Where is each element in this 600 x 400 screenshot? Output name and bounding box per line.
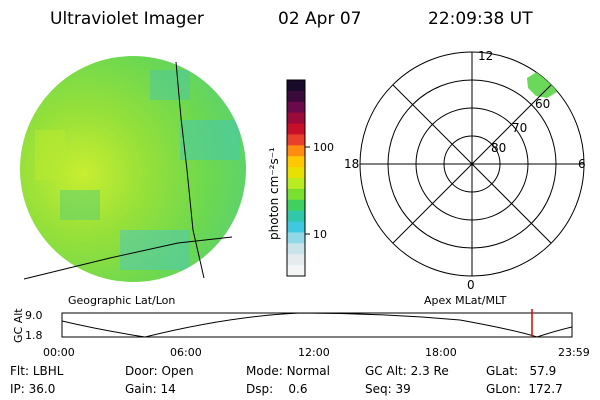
parallel-line (23, 236, 233, 280)
gc-alt-axis-label: GC Alt (12, 308, 25, 343)
lat-label-80: 80 (491, 141, 506, 155)
aurora-patch (527, 70, 557, 98)
altitude-curve (62, 313, 572, 337)
mlt-label-0: 0 (467, 278, 475, 292)
mlt-label-18: 18 (344, 157, 359, 171)
observation-time: 22:09:38 UT (428, 9, 533, 29)
alt-ytick-high: 9.0 (25, 309, 43, 322)
colorbar-segment (287, 112, 305, 125)
altitude-plot: GC Alt 9.0 1.8 00:00 06:00 12:00 18:00 2… (12, 308, 590, 359)
colorbar-tick-100: 100 (313, 141, 334, 154)
colorbar-segment (287, 243, 305, 255)
colorbar-segment (287, 134, 305, 146)
alt-xtick-0600: 06:00 (170, 346, 202, 359)
alt-xtick-0000: 00:00 (43, 346, 75, 359)
info-door: Door: Open (125, 364, 194, 378)
colorbar-segment (287, 156, 305, 168)
mlt-label-6: 6 (578, 157, 586, 171)
earth-disk-image (20, 56, 246, 282)
polar-plot: 12 0 18 6 60 70 80 (344, 49, 586, 292)
alt-xtick-1200: 12:00 (298, 346, 330, 359)
lat-label-70: 70 (512, 121, 527, 135)
colorbar-segment (287, 178, 305, 190)
colorbar-segment (287, 265, 305, 277)
colorbar-segment (287, 145, 305, 157)
alt-ytick-low: 1.8 (25, 329, 43, 342)
colorbar-segment (287, 167, 305, 179)
colorbar-segment (287, 123, 305, 135)
alt-xtick-1800: 18:00 (425, 346, 457, 359)
geographic-label: Geographic Lat/Lon (68, 294, 175, 307)
colorbar-segment (287, 101, 305, 114)
colorbar-tick-10: 10 (313, 228, 327, 241)
colorbar-segment (287, 232, 305, 244)
info-dsp: Dsp: 0.6 (246, 382, 308, 396)
info-glat: GLat: 57.9 (486, 364, 557, 378)
observation-date: 02 Apr 07 (278, 9, 362, 29)
colorbar-segment (287, 221, 305, 233)
mlt-label-12: 12 (478, 49, 493, 63)
info-filter: Flt: LBHL (10, 364, 64, 378)
info-gain: Gain: 14 (125, 382, 176, 396)
alt-xtick-2359: 23:59 (558, 346, 590, 359)
instrument-title: Ultraviolet Imager (50, 9, 204, 29)
colorbar-segment (287, 188, 305, 201)
meridian-line (175, 61, 205, 279)
info-mode: Mode: Normal (246, 364, 330, 378)
colorbar-segment (287, 210, 305, 223)
colorbar-segment (287, 254, 305, 266)
colorbar-segment (287, 80, 305, 92)
color-scale-bar (287, 80, 305, 277)
info-glon: GLon: 172.7 (486, 382, 563, 396)
info-gc-alt: GC Alt: 2.3 Re (365, 364, 449, 378)
colorbar-segment (287, 199, 305, 212)
info-seq: Seq: 39 (365, 382, 411, 396)
colorbar-segment (287, 90, 305, 103)
apex-label: Apex MLat/MLT (424, 294, 507, 307)
lat-label-60: 60 (535, 97, 550, 111)
info-ip: IP: 36.0 (10, 382, 56, 396)
colorbar-unit-label: photon cm⁻²s⁻¹ (267, 147, 281, 240)
